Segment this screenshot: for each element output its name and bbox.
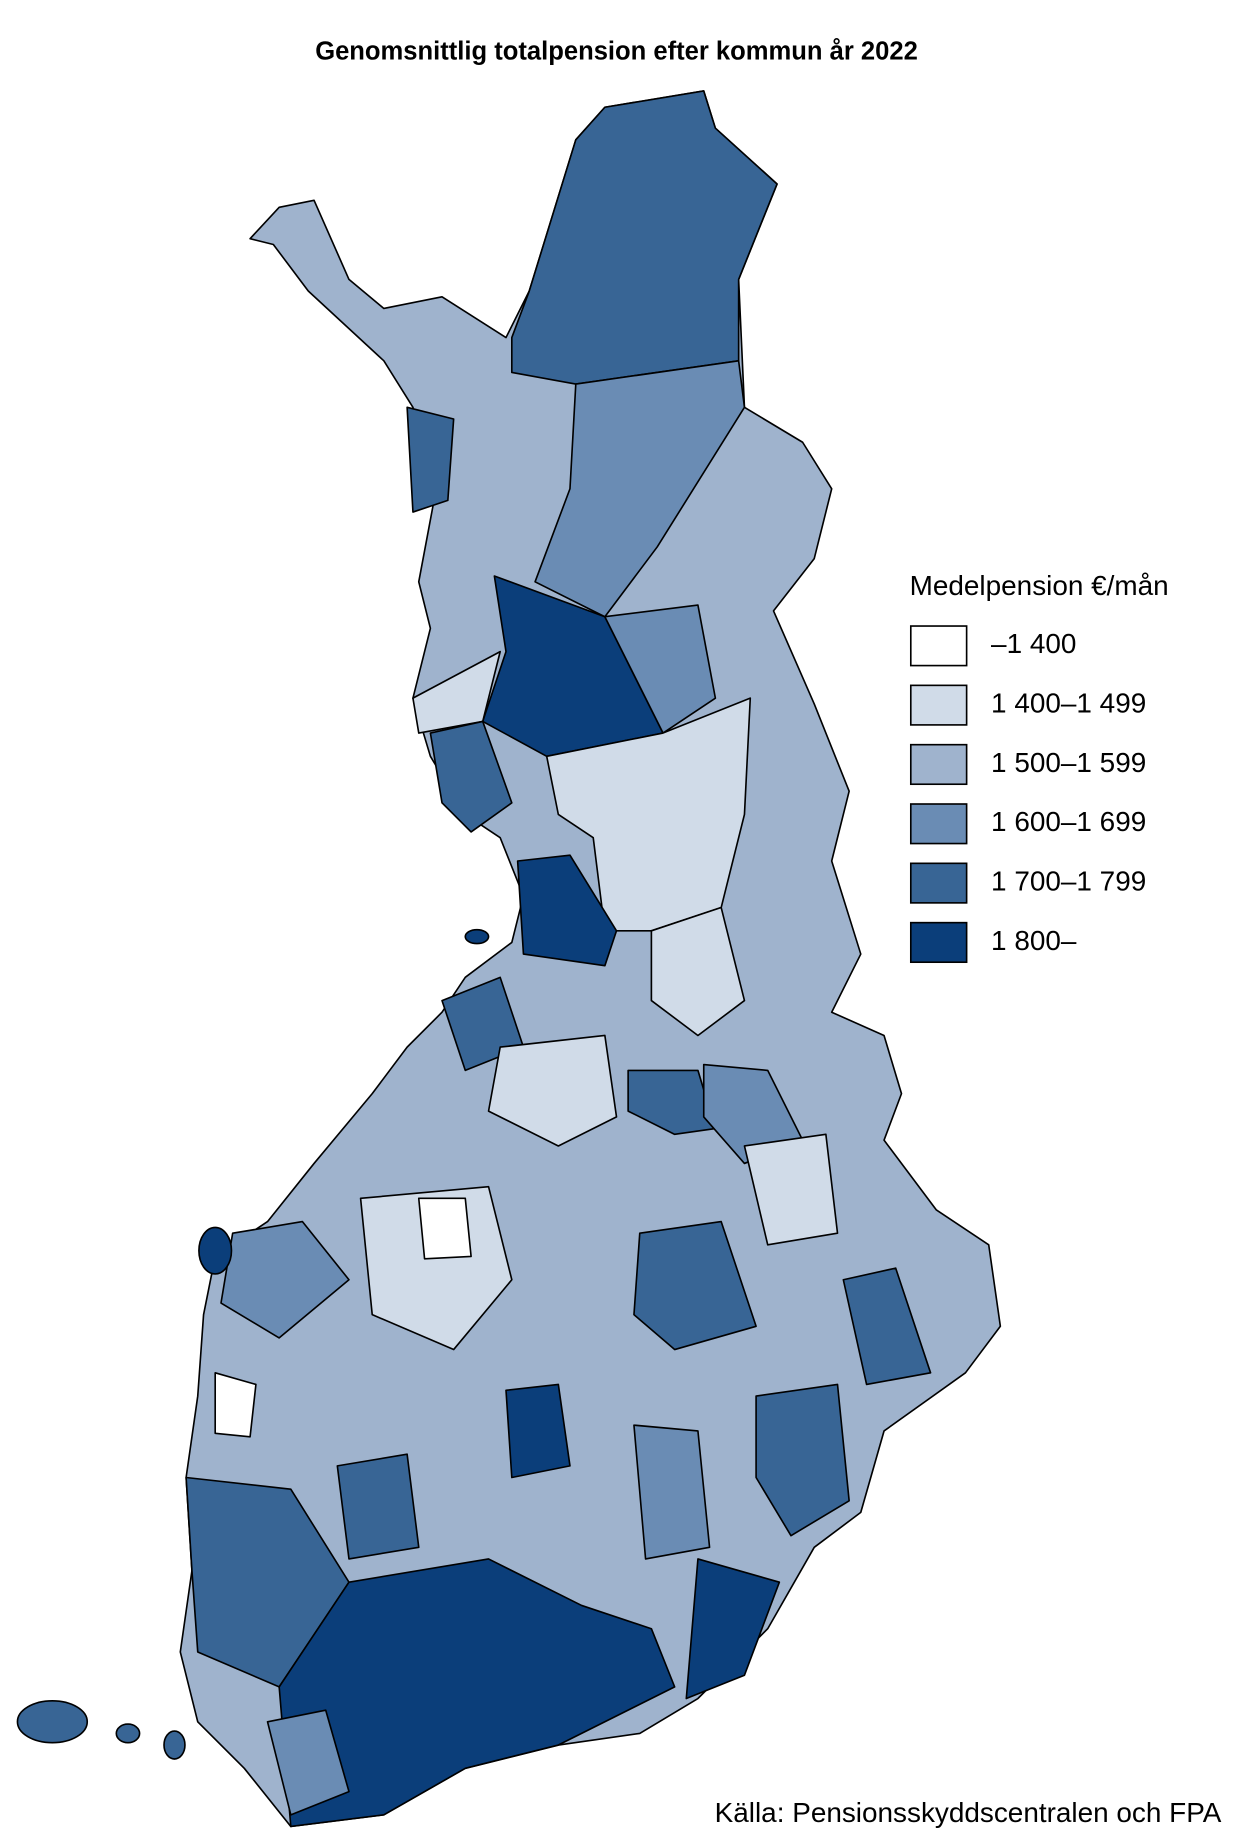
region	[266, 1709, 350, 1816]
region	[604, 604, 717, 734]
region	[429, 720, 513, 833]
legend-swatch	[909, 625, 968, 667]
region	[417, 1197, 472, 1260]
region	[220, 1220, 350, 1339]
legend-label: –1 400	[991, 628, 1076, 659]
region	[505, 1383, 571, 1479]
legend-title: Medelpension €/mån	[910, 570, 1169, 601]
region	[534, 360, 746, 618]
legend-swatch	[909, 743, 968, 786]
region	[359, 1185, 513, 1351]
legend: –1 400 1 400–1 499 1 500–1 599 1 600–1 699 1…	[909, 625, 1146, 964]
region	[627, 1069, 717, 1136]
region	[406, 406, 455, 513]
region	[685, 1558, 781, 1700]
island	[16, 1700, 89, 1744]
legend-swatch	[909, 862, 968, 904]
legend-label: 1 700–1 799	[991, 865, 1146, 896]
region	[633, 1424, 711, 1560]
legend-swatch	[909, 803, 968, 845]
legend-label: 1 500–1 599	[991, 747, 1146, 778]
map	[16, 90, 1002, 1828]
legend-label: 1 400–1 499	[991, 688, 1146, 719]
region	[214, 1371, 257, 1438]
island	[163, 1730, 186, 1760]
region	[633, 1220, 757, 1351]
source-note: Källa: Pensionsskyddscentralen och FPA	[715, 1797, 1222, 1828]
region	[336, 1453, 420, 1560]
region	[743, 1133, 839, 1246]
island	[198, 1226, 233, 1275]
region	[510, 90, 778, 385]
legend-swatch	[909, 921, 968, 964]
map-title: Genomsnittlig totalpension efter kommun …	[315, 37, 918, 65]
legend-swatch	[909, 684, 968, 726]
region	[650, 906, 746, 1037]
region	[487, 1034, 618, 1147]
region	[516, 854, 618, 967]
island	[464, 928, 490, 945]
region	[755, 1383, 850, 1537]
legend-label: 1 800–	[991, 925, 1077, 956]
legend-label: 1 600–1 699	[991, 806, 1146, 837]
island	[115, 1723, 141, 1744]
region	[842, 1267, 932, 1386]
